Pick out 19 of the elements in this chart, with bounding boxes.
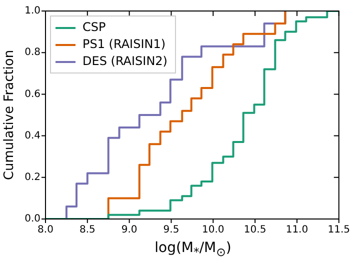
legend-label: CSP xyxy=(82,20,106,34)
y-tick-label: 0.2 xyxy=(24,172,41,183)
y-axis-title: Cumulative Fraction xyxy=(2,50,18,180)
legend-label: PS1 (RAISIN1) xyxy=(82,37,166,52)
x-tick-label: 9.5 xyxy=(163,224,180,236)
x-tick-label: 10.5 xyxy=(244,224,266,236)
y-tick-label: 1.0 xyxy=(24,6,41,17)
x-tick-label: 8.0 xyxy=(38,224,54,236)
x-tick-label: 10.0 xyxy=(202,224,224,236)
x-tick-label: 11.0 xyxy=(286,224,308,236)
y-tick-label: 0.4 xyxy=(24,130,41,142)
y-tick-label: 0.0 xyxy=(24,214,41,225)
y-tick-label: 0.8 xyxy=(24,47,41,58)
x-tick-label: 11.5 xyxy=(328,224,350,236)
x-axis-title: log(M$_{*}$/M$_{⊙}$) xyxy=(154,240,232,259)
y-tick-label: 0.6 xyxy=(24,88,41,100)
x-tick-label: 8.5 xyxy=(79,224,96,236)
x-tick-label: 9.0 xyxy=(121,224,138,236)
legend-label: DES (RAISIN2) xyxy=(82,54,168,68)
